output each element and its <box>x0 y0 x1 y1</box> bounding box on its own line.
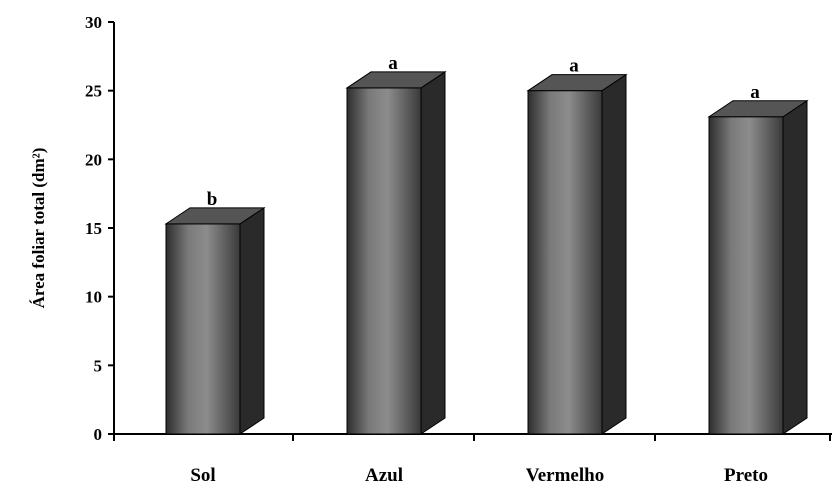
significance-label: a <box>750 82 760 103</box>
bar-top <box>526 74 628 92</box>
bars <box>164 70 809 435</box>
y-tick-label: 20 <box>85 150 102 169</box>
y-tick-label: 0 <box>94 425 103 444</box>
bar-front <box>165 223 241 435</box>
x-tick-label: Preto <box>724 465 768 486</box>
significance-label: b <box>207 189 218 210</box>
bar-vermelho <box>526 73 628 435</box>
bar-azul <box>345 70 447 435</box>
y-axis-label: Área foliar total (dm²) <box>29 148 48 309</box>
bar-preto <box>707 99 809 435</box>
x-tick-label: Sol <box>190 465 215 486</box>
labels: b Sol a Azul a Vermelho a Preto <box>190 53 768 486</box>
significance-label: a <box>388 53 398 74</box>
bar-side <box>420 70 446 435</box>
bar-front <box>527 90 603 435</box>
bar-side <box>782 99 808 435</box>
y-tick-label: 30 <box>85 13 102 32</box>
bar-front <box>708 116 784 435</box>
y-tick-label: 10 <box>85 288 102 307</box>
bar-sol <box>164 206 266 435</box>
bar-side <box>601 73 627 435</box>
x-tick-label: Vermelho <box>526 465 604 486</box>
y-tick-label: 15 <box>85 219 102 238</box>
x-tick-label: Azul <box>365 465 403 486</box>
bar-top <box>345 71 447 89</box>
bar-top <box>707 100 809 118</box>
y-axis-title: Área foliar total (dm²) <box>29 148 48 309</box>
bar-front <box>346 87 422 435</box>
y-tick-label: 5 <box>94 356 103 375</box>
significance-label: a <box>569 56 579 77</box>
bar-top <box>164 207 266 225</box>
bar-side <box>239 206 265 435</box>
y-tick-label: 25 <box>85 82 102 101</box>
